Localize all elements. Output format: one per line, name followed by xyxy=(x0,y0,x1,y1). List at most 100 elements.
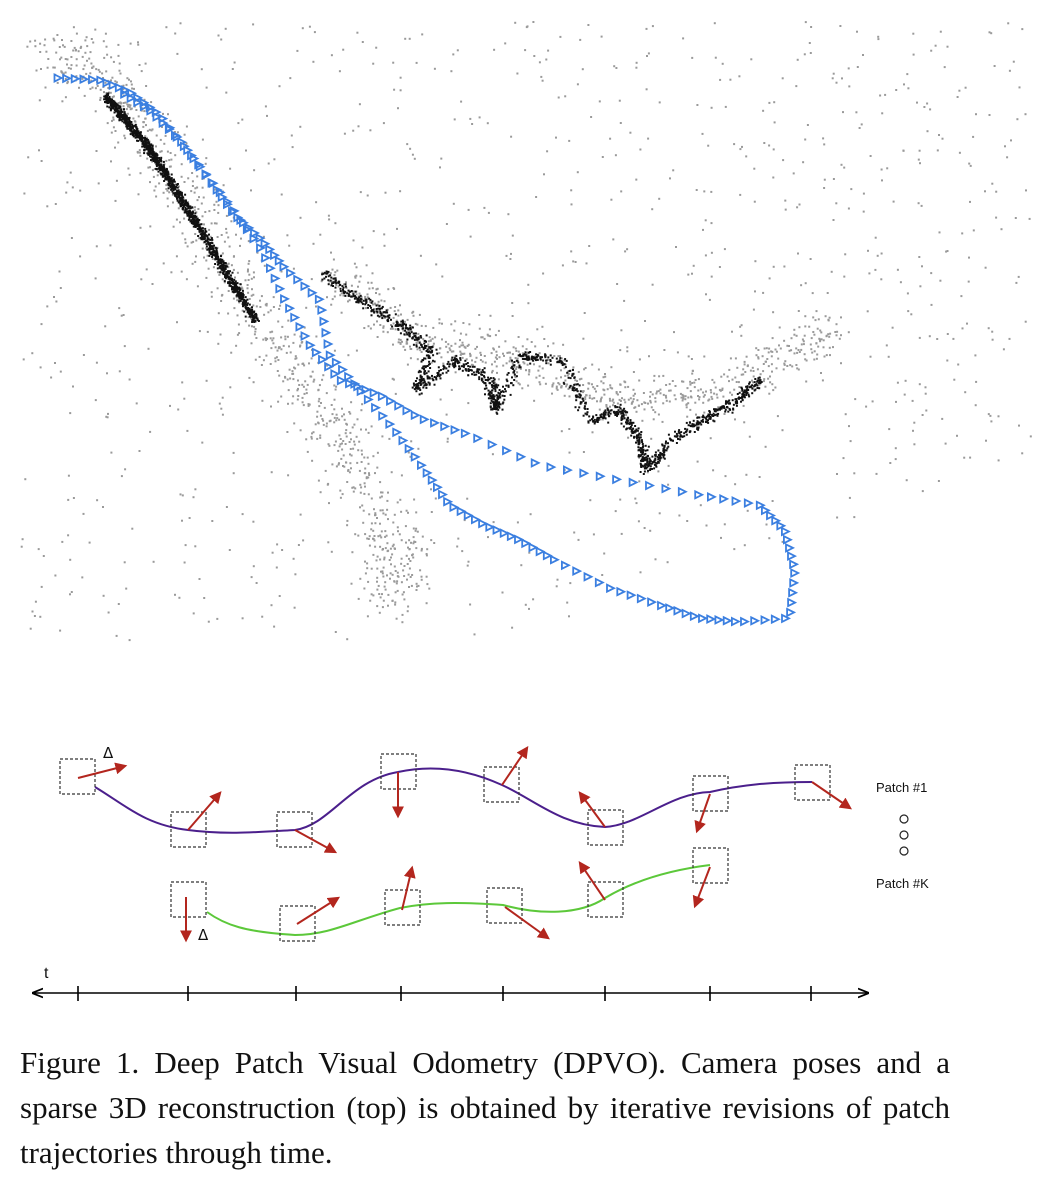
map-point xyxy=(149,225,152,228)
map-point xyxy=(719,78,722,81)
map-point xyxy=(438,322,441,325)
map-point xyxy=(102,40,105,43)
map-point xyxy=(707,414,709,417)
map-point xyxy=(159,138,162,141)
map-point xyxy=(110,160,112,163)
map-point xyxy=(302,539,305,542)
map-point xyxy=(393,580,396,583)
map-point xyxy=(394,328,397,331)
map-point xyxy=(618,406,621,409)
map-point xyxy=(712,419,715,422)
map-point xyxy=(354,275,357,278)
map-point xyxy=(759,373,762,376)
map-point xyxy=(416,358,419,361)
map-point xyxy=(154,155,157,158)
map-point xyxy=(1014,217,1017,219)
map-point xyxy=(654,457,657,460)
map-point xyxy=(804,315,807,318)
map-point xyxy=(552,342,555,345)
map-point xyxy=(246,287,249,290)
map-point xyxy=(560,360,563,363)
map-point xyxy=(370,425,373,428)
map-point xyxy=(358,103,361,106)
map-point xyxy=(118,370,121,373)
map-point xyxy=(33,615,36,617)
map-point xyxy=(148,128,151,131)
map-point xyxy=(183,397,186,400)
map-point xyxy=(247,310,249,312)
map-point xyxy=(709,416,712,418)
map-point xyxy=(690,358,693,360)
map-point xyxy=(539,383,542,386)
map-point xyxy=(619,122,622,124)
map-point xyxy=(29,627,32,630)
map-point xyxy=(75,64,78,67)
map-point xyxy=(386,308,389,311)
map-point xyxy=(403,598,406,601)
map-point xyxy=(519,353,521,356)
map-point xyxy=(563,394,566,397)
map-point xyxy=(538,381,541,384)
map-point xyxy=(227,262,230,265)
map-point xyxy=(66,80,69,83)
map-point xyxy=(216,257,219,260)
map-point xyxy=(191,185,194,187)
map-point xyxy=(86,59,88,62)
map-point xyxy=(435,378,438,381)
map-point xyxy=(381,606,384,609)
map-point xyxy=(359,577,362,580)
map-point xyxy=(528,369,531,371)
map-point xyxy=(506,351,509,354)
map-point xyxy=(409,345,411,348)
map-point xyxy=(177,192,180,195)
map-point xyxy=(749,369,752,372)
map-point xyxy=(802,340,805,343)
map-point xyxy=(238,292,241,295)
map-point xyxy=(212,266,215,269)
map-point xyxy=(800,284,803,287)
map-point xyxy=(373,539,376,542)
map-point xyxy=(222,273,225,276)
map-point xyxy=(110,56,113,59)
map-point xyxy=(423,373,426,376)
map-point xyxy=(402,321,404,324)
map-point xyxy=(596,420,599,423)
map-point xyxy=(368,287,371,290)
map-point xyxy=(112,95,115,98)
map-point xyxy=(627,398,630,401)
map-point xyxy=(310,435,313,438)
map-point xyxy=(363,482,366,485)
map-point xyxy=(313,378,316,381)
map-point xyxy=(875,472,878,475)
map-point xyxy=(489,402,492,405)
map-point xyxy=(489,395,492,398)
map-point xyxy=(334,279,337,282)
map-point xyxy=(379,312,382,315)
map-point xyxy=(561,364,564,366)
map-point xyxy=(745,390,748,392)
map-point xyxy=(771,370,773,373)
map-point xyxy=(254,330,257,333)
map-point xyxy=(472,364,474,367)
map-point xyxy=(438,352,441,355)
map-point xyxy=(483,367,486,370)
map-point xyxy=(305,306,308,309)
map-point xyxy=(171,190,174,193)
map-point xyxy=(247,291,250,294)
map-point xyxy=(734,483,737,486)
map-point xyxy=(899,281,902,284)
map-point xyxy=(223,281,226,284)
map-point xyxy=(658,101,661,104)
map-point xyxy=(175,183,178,186)
map-point xyxy=(335,413,338,416)
map-point xyxy=(566,374,569,377)
map-point xyxy=(207,267,210,270)
map-point xyxy=(102,594,105,597)
map-point xyxy=(480,336,483,339)
map-point xyxy=(469,352,471,355)
map-point xyxy=(513,373,516,376)
map-point xyxy=(432,379,435,382)
map-point xyxy=(680,396,683,399)
map-point xyxy=(815,357,818,360)
map-point xyxy=(820,372,822,374)
